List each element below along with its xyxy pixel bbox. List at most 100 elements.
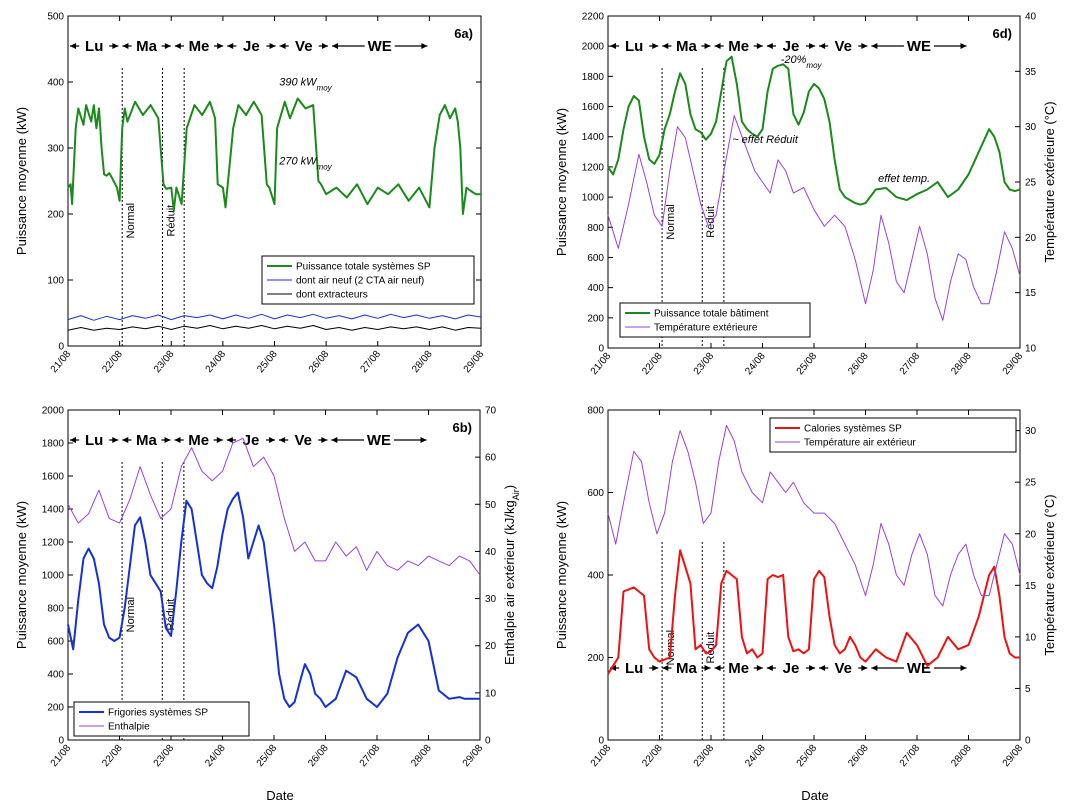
x-tick-label: 28/08	[949, 351, 974, 378]
legend-label: Température extérieure	[654, 323, 758, 334]
day-arrow-right	[269, 437, 276, 443]
day-label-bg	[79, 430, 110, 448]
y2-tick-label: 60	[485, 453, 497, 464]
day-arrow-left	[122, 437, 129, 443]
x-tick-label: 25/08	[795, 351, 820, 378]
y2-axis-label: Température extérieure (°C)	[1042, 494, 1057, 655]
y-tick-label: 300	[47, 144, 64, 155]
y2-tick-label: 30	[1025, 122, 1037, 133]
y-tick-label: 800	[587, 406, 604, 417]
legend-label: dont extracteurs	[296, 290, 368, 301]
day-label: Me	[728, 38, 749, 55]
y2-tick-label: 30	[485, 594, 497, 605]
y-tick-label: 100	[47, 276, 64, 287]
x-tick-label: 27/08	[898, 351, 923, 378]
y-tick-label: 1600	[42, 472, 65, 483]
y2-tick-label: 15	[1025, 288, 1037, 299]
x-tick-label: 23/08	[152, 743, 177, 770]
panel-tag: 6a)	[454, 26, 473, 41]
day-arrow-right	[652, 43, 659, 49]
legend-box	[73, 701, 250, 737]
day-arrow-right	[164, 437, 171, 443]
y-tick-label: 1000	[582, 193, 605, 204]
day-label-bg	[288, 430, 319, 448]
x-tick-label: 28/08	[410, 349, 435, 376]
day-label-bg	[619, 658, 650, 676]
y-tick-label: 1800	[582, 72, 605, 83]
y-axis-label: Puissance moyenne (kW)	[554, 108, 569, 256]
y-tick-label: 0	[598, 736, 604, 747]
day-arrow-left	[662, 665, 669, 671]
day-arrow-right	[269, 43, 276, 49]
day-arrow-left	[174, 43, 181, 49]
day-arrow-right	[216, 437, 223, 443]
x-tick-label: 27/08	[358, 743, 383, 770]
day-label: Ve	[294, 432, 312, 449]
x-tick-label: 21/08	[49, 349, 74, 376]
x-tick-label: 26/08	[846, 351, 871, 378]
plot-frame	[607, 409, 1021, 741]
day-label-bg	[723, 658, 754, 676]
series-line	[67, 325, 482, 331]
annotation: effet temp.	[878, 173, 930, 185]
y2-axis-label: Température extérieure (°C)	[1042, 101, 1057, 262]
panel-6d: 0 200 400 600 800 1000 1200 1400 1600 1800 2000 220…	[554, 12, 1057, 378]
y-tick-label: 600	[587, 253, 604, 264]
day-label-bg	[828, 658, 859, 676]
series-line	[607, 425, 1021, 607]
day-arrow-left	[226, 437, 233, 443]
day-arrow-right	[960, 665, 967, 671]
y2-tick-label: 0	[485, 736, 491, 747]
x-tick-label: 27/08	[359, 349, 384, 376]
day-label: Lu	[85, 38, 103, 55]
day-arrow-right	[756, 665, 763, 671]
day-arrow-left	[714, 665, 721, 671]
x-axis-label-right: Date	[801, 788, 828, 803]
legend-label: Enthalpie	[108, 722, 150, 733]
x-tick-label: 23/08	[152, 349, 177, 376]
day-arrow-right	[321, 437, 328, 443]
day-label: Ma	[136, 38, 157, 55]
day-arrow-left	[871, 43, 878, 49]
day-label-bg	[131, 430, 162, 448]
day-arrow-right	[861, 43, 868, 49]
series-line	[67, 437, 481, 576]
day-label-bg	[236, 36, 267, 54]
x-tick-label: 26/08	[846, 743, 871, 770]
day-arrow-left	[662, 43, 669, 49]
y-axis-label: Puissance moyenne (kW)	[14, 501, 29, 649]
x-tick-label: 21/08	[589, 351, 614, 378]
x-tick-label: 22/08	[100, 743, 125, 770]
y-tick-label: 1800	[42, 439, 65, 450]
y-tick-label: 200	[47, 210, 64, 221]
y2-tick-label: 10	[1025, 344, 1037, 355]
y-tick-label: 200	[47, 703, 64, 714]
y2-tick-label: 25	[1025, 178, 1037, 189]
y2-tick-label: 40	[1025, 12, 1037, 23]
y-tick-label: 2000	[42, 406, 65, 417]
x-tick-label: 22/08	[640, 743, 665, 770]
day-arrow-left	[331, 437, 338, 443]
y-tick-label: 1600	[582, 102, 605, 113]
y-tick-label: 1000	[42, 571, 65, 582]
day-arrow-right	[652, 665, 659, 671]
day-label: Me	[728, 660, 749, 677]
x-tick-label: 24/08	[743, 351, 768, 378]
y2-axis-label-tail: )	[502, 485, 517, 489]
legend-label: Puissance totale bâtiment	[654, 309, 769, 320]
day-label: Ve	[834, 38, 852, 55]
day-arrow-left	[610, 43, 616, 49]
day-arrow-right	[960, 43, 967, 49]
series-line	[607, 55, 1021, 206]
day-label: Lu	[625, 38, 643, 55]
y2-tick-label: 20	[1025, 529, 1037, 540]
day-label-bg	[363, 430, 394, 448]
day-label-bg	[828, 36, 859, 54]
y-tick-label: 2000	[582, 42, 605, 53]
day-label-bg	[619, 36, 650, 54]
y-tick-label: 1200	[42, 538, 65, 549]
y-tick-label: 800	[587, 223, 604, 234]
panel-tag: 6b)	[453, 420, 473, 435]
day-arrow-left	[70, 437, 76, 443]
marker-label: Réduit	[165, 205, 177, 237]
